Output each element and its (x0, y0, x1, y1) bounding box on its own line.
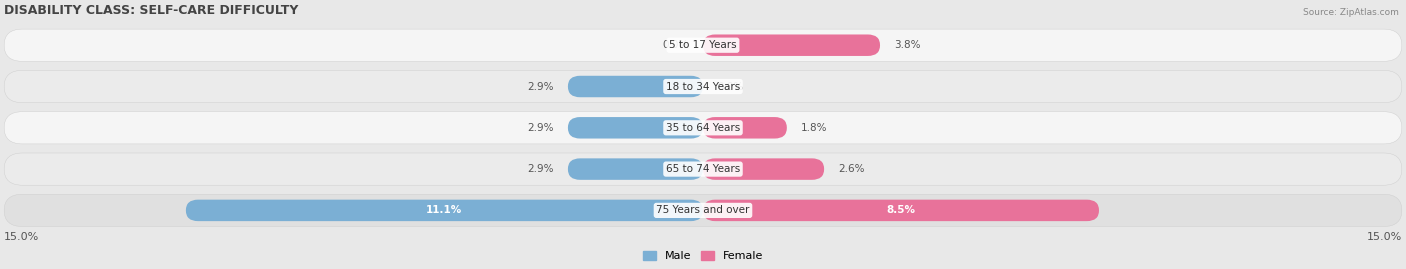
Text: 3.8%: 3.8% (894, 40, 921, 50)
Text: 65 to 74 Years: 65 to 74 Years (666, 164, 740, 174)
FancyBboxPatch shape (703, 158, 824, 180)
FancyBboxPatch shape (703, 34, 880, 56)
Text: 8.5%: 8.5% (887, 206, 915, 215)
FancyBboxPatch shape (703, 200, 1099, 221)
FancyBboxPatch shape (568, 76, 703, 97)
Text: 2.9%: 2.9% (527, 123, 554, 133)
FancyBboxPatch shape (703, 117, 787, 139)
FancyBboxPatch shape (4, 70, 1402, 102)
FancyBboxPatch shape (568, 158, 703, 180)
Text: 5 to 17 Years: 5 to 17 Years (669, 40, 737, 50)
Legend: Male, Female: Male, Female (638, 246, 768, 266)
FancyBboxPatch shape (4, 194, 1402, 226)
Text: Source: ZipAtlas.com: Source: ZipAtlas.com (1303, 8, 1399, 17)
FancyBboxPatch shape (4, 153, 1402, 185)
Text: 18 to 34 Years: 18 to 34 Years (666, 82, 740, 91)
Text: 75 Years and over: 75 Years and over (657, 206, 749, 215)
Text: 0.0%: 0.0% (717, 82, 744, 91)
Text: 11.1%: 11.1% (426, 206, 463, 215)
Text: 0.0%: 0.0% (662, 40, 689, 50)
FancyBboxPatch shape (186, 200, 703, 221)
FancyBboxPatch shape (4, 29, 1402, 61)
Text: 1.8%: 1.8% (801, 123, 827, 133)
Text: 15.0%: 15.0% (1367, 232, 1402, 242)
Text: 35 to 64 Years: 35 to 64 Years (666, 123, 740, 133)
FancyBboxPatch shape (568, 117, 703, 139)
Text: 2.9%: 2.9% (527, 82, 554, 91)
Text: 2.6%: 2.6% (838, 164, 865, 174)
Text: 2.9%: 2.9% (527, 164, 554, 174)
Text: 15.0%: 15.0% (4, 232, 39, 242)
Text: DISABILITY CLASS: SELF-CARE DIFFICULTY: DISABILITY CLASS: SELF-CARE DIFFICULTY (4, 4, 298, 17)
FancyBboxPatch shape (4, 112, 1402, 144)
